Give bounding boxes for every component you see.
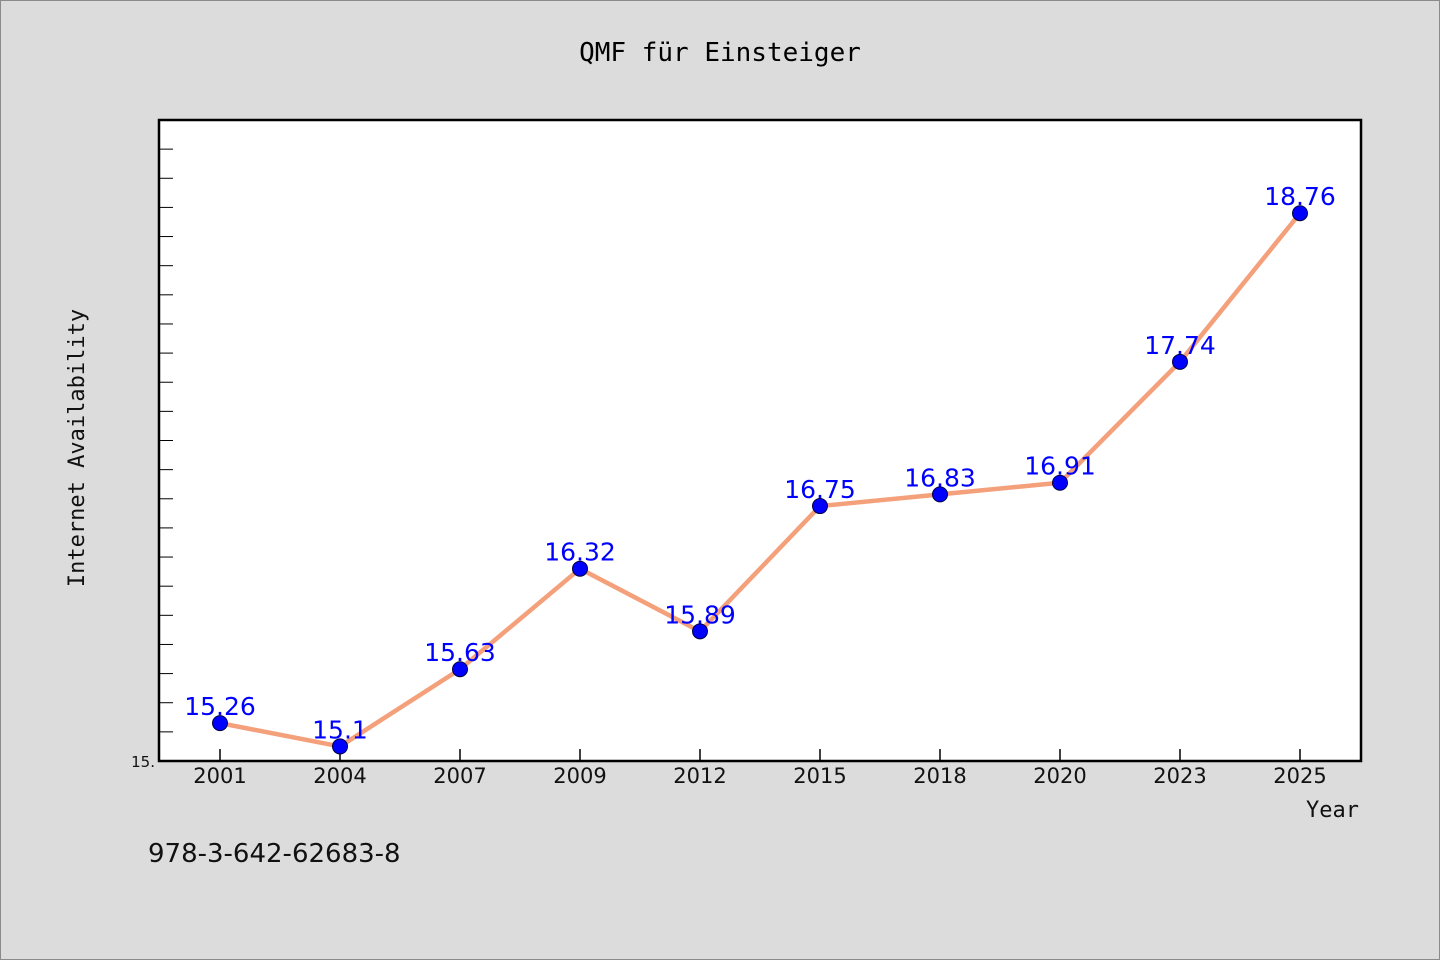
y-axis-ticks: [159, 148, 173, 733]
isbn-text: 978-3-642-62683-8: [148, 839, 401, 869]
data-point: [212, 715, 228, 732]
data-label: 16.75: [784, 475, 856, 504]
data-point: [692, 623, 708, 640]
series-group: 15.26 15.1 15.63 16.32 15.89 16.75 16.83 16.91 1…: [184, 182, 1336, 755]
chart-title: QMF für Einsteiger: [579, 38, 861, 68]
data-point: [572, 560, 588, 577]
data-label: 15.63: [424, 638, 496, 667]
data-label: 15.26: [184, 692, 256, 721]
data-point: [1172, 353, 1188, 370]
x-tick-label: 2025: [1273, 764, 1326, 788]
x-tick-label: 2007: [433, 764, 486, 788]
x-tick-label: 2001: [193, 764, 246, 788]
data-label: 18.76: [1264, 182, 1336, 211]
x-axis-ticks: 2001 2004 2007 2009 2012 2015 2018 2020 2023 2025: [193, 749, 1327, 788]
data-point: [812, 498, 828, 515]
data-label: 16.32: [544, 538, 616, 567]
data-point: [1292, 205, 1308, 222]
x-axis-label: Year: [1306, 798, 1359, 823]
x-tick-label: 2023: [1153, 764, 1206, 788]
plot-area: [157, 118, 1363, 763]
data-label: 16.91: [1024, 452, 1096, 481]
data-point: [1052, 474, 1068, 491]
data-point: [452, 661, 468, 678]
x-tick-label: 2009: [553, 764, 606, 788]
series-line: [217, 210, 1303, 749]
data-point: [932, 486, 948, 503]
x-tick-label: 2015: [793, 764, 846, 788]
x-tick-label: 2012: [673, 764, 726, 788]
data-label: 16.83: [904, 463, 976, 492]
x-tick-label: 2018: [913, 764, 966, 788]
data-label: 15.1: [312, 715, 368, 744]
y-axis-label: Internet Availability: [65, 309, 90, 587]
y-tick-label-min: 15.: [131, 753, 155, 771]
data-point: [332, 738, 348, 755]
x-tick-label: 2020: [1033, 764, 1086, 788]
data-label: 15.89: [664, 600, 736, 629]
data-label: 17.74: [1144, 331, 1216, 360]
x-tick-label: 2004: [313, 764, 366, 788]
